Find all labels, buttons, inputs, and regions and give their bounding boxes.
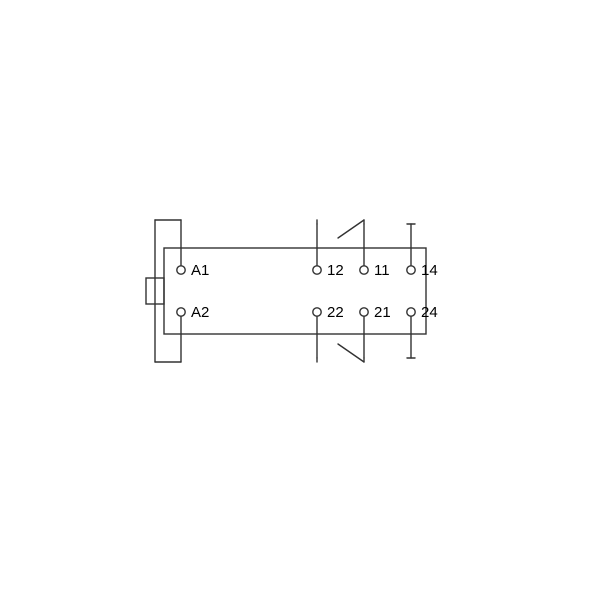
pin-label-A2: A2 xyxy=(191,304,209,321)
pin-22 xyxy=(313,308,321,316)
pin-label-14: 14 xyxy=(421,262,438,279)
pin-label-11: 11 xyxy=(374,262,390,279)
pin-11 xyxy=(360,266,368,274)
pin-A2 xyxy=(177,308,185,316)
pin-A1 xyxy=(177,266,185,274)
relay-schematic: A1 A2 12 22 11 21 14 24 xyxy=(0,0,600,600)
pin-12 xyxy=(313,266,321,274)
pin-14 xyxy=(407,266,415,274)
pin-21 xyxy=(360,308,368,316)
relay-body xyxy=(164,248,426,334)
pin-label-22: 22 xyxy=(327,304,344,321)
pin-24 xyxy=(407,308,415,316)
pin-label-A1: A1 xyxy=(191,262,209,279)
pin-label-12: 12 xyxy=(327,262,344,279)
pin-label-21: 21 xyxy=(374,304,391,321)
pin-label-24: 24 xyxy=(421,304,438,321)
